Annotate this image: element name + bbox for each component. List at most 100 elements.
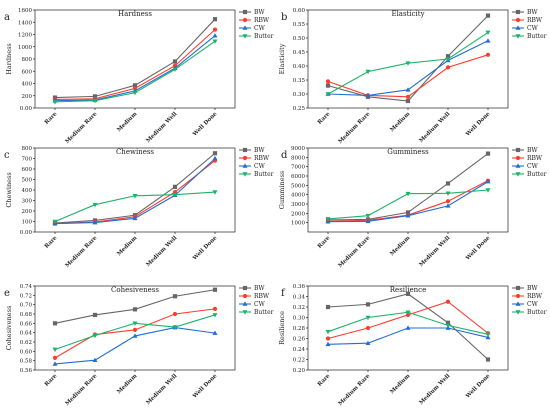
data-point bbox=[485, 52, 491, 57]
data-point bbox=[445, 54, 451, 59]
chart-title: Hardness bbox=[118, 10, 152, 18]
data-point bbox=[405, 98, 411, 104]
data-point bbox=[365, 325, 371, 331]
legend-entry: BW bbox=[254, 285, 265, 292]
series-butter bbox=[325, 310, 491, 337]
y-axis-label: Chewiness bbox=[5, 172, 13, 207]
legend-entry: Butter bbox=[527, 171, 547, 178]
x-tick-label: Medium bbox=[116, 235, 138, 257]
x-tick-label: Well Done bbox=[191, 111, 218, 138]
series-line bbox=[54, 152, 216, 224]
data-point bbox=[52, 219, 58, 225]
panel-label: f bbox=[281, 288, 286, 299]
y-tick-label: 0.28 bbox=[293, 326, 306, 332]
data-point bbox=[405, 210, 411, 215]
y-tick-label: 0.30 bbox=[293, 92, 306, 98]
legend-entry: Butter bbox=[254, 309, 274, 316]
data-point bbox=[212, 313, 218, 318]
y-axis-label: Hardness bbox=[5, 43, 13, 75]
legend-entry: RBW bbox=[527, 17, 543, 24]
x-tick-label: Medium Rare bbox=[338, 111, 372, 145]
data-point bbox=[212, 39, 218, 44]
y-tick-label: 100 bbox=[22, 220, 33, 226]
y-tick-label: 7000 bbox=[291, 165, 305, 171]
legend-marker bbox=[242, 25, 248, 30]
y-tick-label: 0.26 bbox=[293, 337, 306, 343]
legend-entry: BW bbox=[527, 9, 538, 16]
data-point bbox=[172, 67, 178, 73]
series-cw bbox=[325, 325, 491, 347]
data-point bbox=[132, 193, 138, 199]
series-line bbox=[54, 289, 216, 324]
legend-marker bbox=[515, 163, 521, 168]
y-tick-label: 5000 bbox=[291, 183, 305, 189]
y-tick-label: 8000 bbox=[291, 155, 305, 161]
legend-entry: RBW bbox=[254, 155, 270, 162]
legend-marker bbox=[242, 9, 248, 15]
series-line bbox=[327, 327, 489, 345]
panel-label: d bbox=[281, 150, 288, 161]
series-butter bbox=[52, 190, 218, 225]
y-tick-label: 800 bbox=[22, 146, 33, 152]
legend-entry: RBW bbox=[254, 17, 270, 24]
y-tick-label: 0.58 bbox=[20, 359, 33, 365]
legend-entry: RBW bbox=[527, 155, 543, 162]
data-point bbox=[172, 184, 178, 189]
legend-marker bbox=[515, 301, 521, 306]
y-tick-label: 0.34 bbox=[293, 295, 306, 301]
x-tick-label: Medium Rare bbox=[65, 235, 99, 269]
legend-marker bbox=[515, 293, 521, 299]
y-tick-label: 0.25 bbox=[293, 106, 306, 112]
data-point bbox=[132, 215, 138, 221]
panel-label: e bbox=[4, 288, 10, 299]
legend-marker bbox=[242, 155, 248, 161]
data-point bbox=[132, 307, 138, 312]
x-tick-label: Rare bbox=[317, 235, 332, 250]
series-butter bbox=[52, 313, 218, 353]
data-point bbox=[172, 294, 178, 299]
data-point bbox=[445, 181, 451, 186]
series-cw bbox=[52, 324, 218, 366]
y-tick-label: 0.22 bbox=[293, 358, 305, 364]
data-point bbox=[325, 217, 331, 222]
y-tick-label: 0.00 bbox=[20, 230, 33, 236]
y-tick-label: 1600 bbox=[18, 8, 32, 14]
data-point bbox=[92, 357, 98, 362]
y-tick-label: 0.70 bbox=[20, 303, 33, 309]
data-point bbox=[52, 355, 58, 360]
data-point bbox=[212, 151, 218, 156]
y-tick-label: 0.72 bbox=[20, 293, 32, 299]
data-point bbox=[132, 327, 138, 332]
data-point bbox=[212, 306, 218, 311]
chart-title: Cohesiveness bbox=[111, 286, 159, 294]
y-tick-label: 9000 bbox=[291, 146, 305, 152]
y-tick-label: 0.32 bbox=[293, 305, 305, 311]
y-tick-label: 0.64 bbox=[20, 331, 33, 337]
data-point bbox=[485, 357, 491, 362]
legend-marker bbox=[242, 163, 248, 168]
data-point bbox=[485, 151, 491, 156]
data-point bbox=[325, 79, 331, 84]
y-tick-label: 1400 bbox=[18, 20, 32, 26]
y-tick-label: 0.24 bbox=[293, 347, 306, 353]
x-tick-label: Medium Rare bbox=[338, 373, 372, 407]
data-point bbox=[212, 287, 218, 292]
x-tick-label: Medium bbox=[389, 373, 411, 395]
data-point bbox=[52, 347, 58, 353]
y-tick-label: 0.55 bbox=[293, 22, 306, 28]
data-point bbox=[485, 13, 491, 18]
data-point bbox=[92, 333, 98, 339]
data-point bbox=[92, 202, 98, 208]
data-point bbox=[172, 325, 178, 330]
series-rbw bbox=[325, 299, 491, 341]
data-point bbox=[445, 299, 451, 304]
data-point bbox=[405, 61, 411, 66]
legend-marker bbox=[515, 155, 521, 161]
chart-title: Resilience bbox=[390, 286, 426, 294]
data-point bbox=[325, 341, 331, 347]
y-tick-label: 0.62 bbox=[20, 340, 32, 346]
legend-marker bbox=[242, 147, 248, 153]
